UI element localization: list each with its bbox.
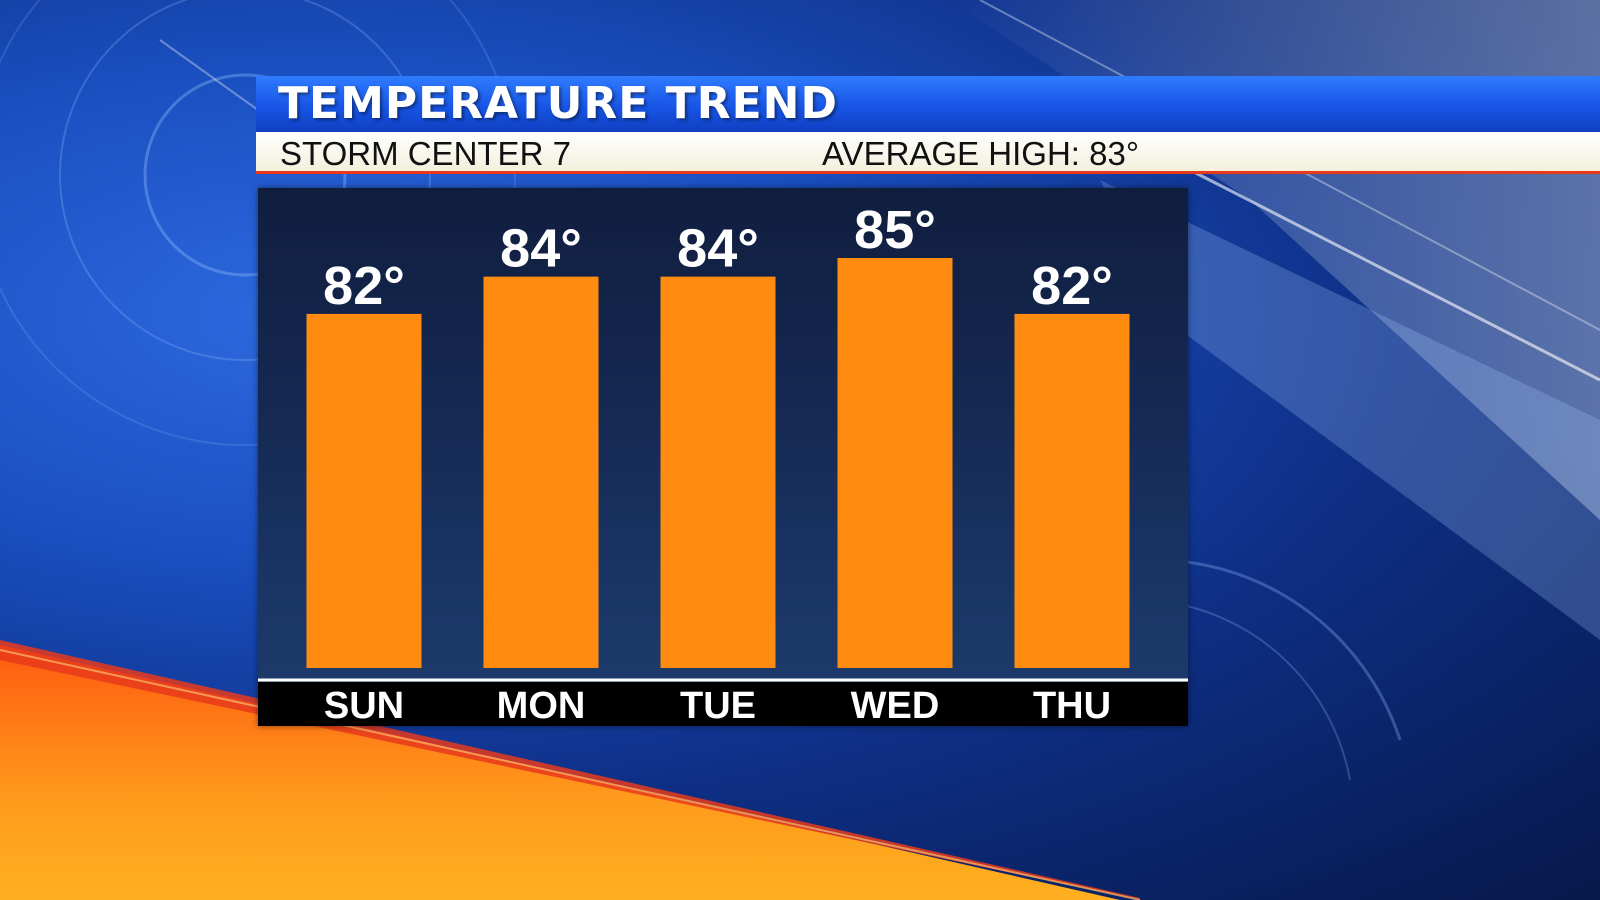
bar-tue <box>660 276 776 668</box>
subtitle-bar: STORM CENTER 7 AVERAGE HIGH: 83° <box>256 132 1600 174</box>
day-label-thu: THU <box>1033 685 1111 726</box>
bar-mon <box>483 276 599 668</box>
day-label-wed: WED <box>851 685 940 726</box>
bar-chart: 82° SUN 84° MON 84° TUE 85° WED 82° THU <box>258 200 1188 726</box>
value-label-sun: 82° <box>323 256 405 316</box>
day-label-tue: TUE <box>680 685 756 726</box>
bar-sun <box>306 313 422 668</box>
day-label-sun: SUN <box>324 685 404 726</box>
bar-thu <box>1014 313 1130 668</box>
station-name: STORM CENTER 7 <box>280 135 571 172</box>
chart-title: TEMPERATURE TREND <box>278 78 838 129</box>
chart-panel: 82° SUN 84° MON 84° TUE 85° WED 82° THU <box>258 188 1188 726</box>
day-label-mon: MON <box>497 685 586 726</box>
average-high: AVERAGE HIGH: 83° <box>822 135 1140 172</box>
value-label-tue: 84° <box>677 219 759 279</box>
value-label-wed: 85° <box>854 200 936 260</box>
title-bar: TEMPERATURE TREND <box>256 76 1600 132</box>
bar-wed <box>837 258 953 668</box>
value-label-thu: 82° <box>1031 256 1113 316</box>
value-label-mon: 84° <box>500 219 582 279</box>
label-strip <box>258 682 1188 726</box>
